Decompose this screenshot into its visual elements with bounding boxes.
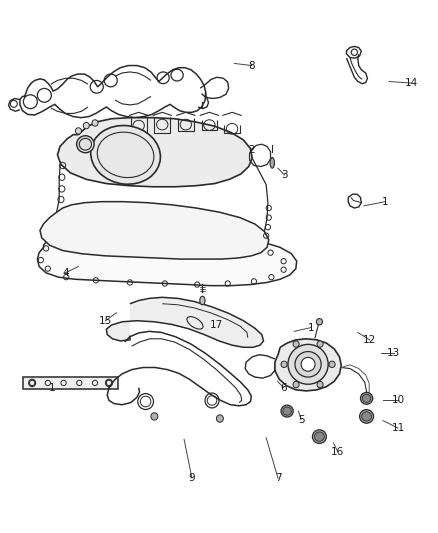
PathPatch shape: [346, 46, 361, 58]
Ellipse shape: [329, 361, 335, 368]
Ellipse shape: [301, 358, 315, 371]
Text: 12: 12: [363, 335, 376, 345]
Text: 6: 6: [280, 383, 287, 393]
Ellipse shape: [317, 382, 323, 388]
Ellipse shape: [288, 344, 328, 384]
Ellipse shape: [83, 123, 89, 129]
PathPatch shape: [106, 297, 264, 348]
Ellipse shape: [91, 125, 160, 184]
Text: 1: 1: [381, 197, 388, 207]
PathPatch shape: [275, 339, 341, 391]
Text: 8: 8: [248, 61, 255, 70]
Text: 17: 17: [210, 320, 223, 330]
Ellipse shape: [312, 430, 326, 443]
Ellipse shape: [283, 407, 291, 415]
Text: 2: 2: [248, 144, 255, 155]
Ellipse shape: [360, 409, 374, 423]
Ellipse shape: [281, 405, 293, 417]
Ellipse shape: [362, 394, 371, 402]
Ellipse shape: [92, 120, 98, 126]
Text: 4: 4: [62, 268, 69, 278]
Text: 3: 3: [281, 170, 288, 180]
PathPatch shape: [37, 228, 297, 286]
Ellipse shape: [270, 158, 275, 168]
Text: 15: 15: [99, 316, 112, 326]
Text: 9: 9: [189, 473, 195, 483]
Ellipse shape: [316, 319, 322, 325]
Text: 7: 7: [275, 473, 281, 483]
Ellipse shape: [317, 341, 323, 347]
Text: 14: 14: [404, 78, 418, 88]
Ellipse shape: [360, 392, 373, 405]
Ellipse shape: [362, 411, 371, 421]
Text: 13: 13: [387, 348, 400, 358]
Ellipse shape: [314, 432, 324, 441]
Text: 10: 10: [392, 395, 405, 406]
Ellipse shape: [293, 382, 299, 388]
Ellipse shape: [151, 413, 158, 420]
PathPatch shape: [57, 118, 252, 187]
Ellipse shape: [351, 49, 357, 55]
Ellipse shape: [77, 136, 94, 153]
Ellipse shape: [216, 415, 223, 422]
Ellipse shape: [281, 361, 287, 368]
Text: 1: 1: [49, 383, 56, 393]
PathPatch shape: [22, 377, 118, 389]
Ellipse shape: [200, 296, 205, 305]
Ellipse shape: [75, 128, 81, 134]
Text: 11: 11: [392, 423, 405, 433]
Text: 16: 16: [331, 447, 344, 456]
Ellipse shape: [295, 352, 321, 377]
PathPatch shape: [40, 201, 269, 259]
Ellipse shape: [293, 341, 299, 347]
Text: 5: 5: [298, 415, 304, 425]
Text: 1: 1: [307, 322, 314, 333]
